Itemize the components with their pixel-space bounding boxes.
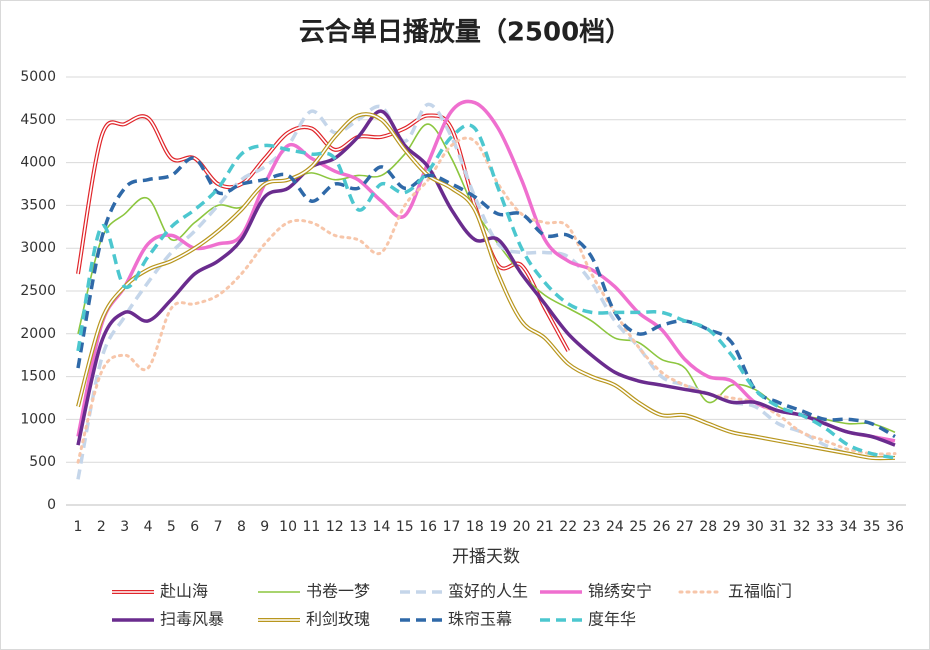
x-tick-label: 20 (513, 519, 531, 535)
legend-label: 五福临门 (728, 582, 792, 601)
y-tick-label: 2500 (20, 283, 56, 299)
x-tick-label: 6 (190, 519, 199, 535)
legend-label: 蛮好的人生 (448, 582, 528, 601)
series-line-inner (77, 113, 896, 460)
x-tick-label: 2 (97, 519, 106, 535)
series-line (76, 102, 896, 480)
series-line (76, 123, 896, 460)
y-tick-label: 4000 (20, 155, 56, 171)
x-tick-label: 4 (144, 519, 153, 535)
x-tick-label: 1 (74, 519, 83, 535)
x-tick-label: 32 (793, 519, 811, 535)
x-tick-label: 25 (629, 519, 647, 535)
y-tick-label: 4500 (20, 112, 56, 128)
legend-label: 珠帘玉幕 (448, 610, 512, 629)
y-tick-label: 500 (29, 454, 56, 470)
x-tick-label: 13 (349, 519, 367, 535)
x-tick-label: 24 (606, 519, 624, 535)
x-tick-label: 11 (303, 519, 321, 535)
x-tick-label: 17 (443, 519, 461, 535)
x-tick-label: 34 (839, 519, 857, 535)
chart-title: 云合单日播放量（2500档） (299, 17, 631, 48)
x-tick-label: 29 (723, 519, 741, 535)
series-line (77, 123, 896, 433)
x-tick-label: 28 (699, 519, 717, 535)
legend-label: 赴山海 (160, 582, 208, 601)
x-tick-label: 15 (396, 519, 414, 535)
x-tick-label: 10 (279, 519, 297, 535)
x-tick-label: 26 (653, 519, 671, 535)
y-tick-label: 3500 (20, 197, 56, 213)
legend-label: 扫毒风暴 (160, 610, 224, 629)
x-tick-label: 12 (326, 519, 344, 535)
y-tick-label: 2000 (20, 326, 56, 342)
x-tick-label: 19 (489, 519, 507, 535)
x-tick-label: 7 (214, 519, 223, 535)
y-tick-label: 1000 (20, 411, 56, 427)
y-tick-label: 3000 (20, 240, 56, 256)
x-tick-label: 33 (816, 519, 834, 535)
x-tick-label: 8 (237, 519, 246, 535)
x-tick-label: 36 (886, 519, 904, 535)
x-tick-label: 35 (863, 519, 881, 535)
x-tick-label: 3 (120, 519, 129, 535)
legend-label: 度年华 (588, 610, 636, 629)
x-axis-title: 开播天数 (452, 547, 520, 567)
x-tick-label: 30 (746, 519, 764, 535)
x-tick-label: 5 (167, 519, 176, 535)
legend-label: 锦绣安宁 (588, 582, 652, 601)
legend-label: 利剑玫瑰 (306, 610, 370, 629)
series-line (76, 109, 896, 447)
x-tick-label: 18 (466, 519, 484, 535)
x-tick-label: 9 (260, 519, 269, 535)
x-tick-label: 23 (583, 519, 601, 535)
y-tick-label: 0 (47, 497, 56, 513)
x-tick-label: 21 (536, 519, 554, 535)
y-tick-label: 5000 (20, 69, 56, 85)
y-tick-label: 1500 (20, 369, 56, 385)
x-tick-label: 22 (559, 519, 577, 535)
legend-label: 书卷一梦 (306, 582, 370, 601)
x-tick-label: 27 (676, 519, 694, 535)
x-tick-label: 14 (373, 519, 391, 535)
x-tick-label: 31 (769, 519, 787, 535)
x-tick-label: 16 (419, 519, 437, 535)
